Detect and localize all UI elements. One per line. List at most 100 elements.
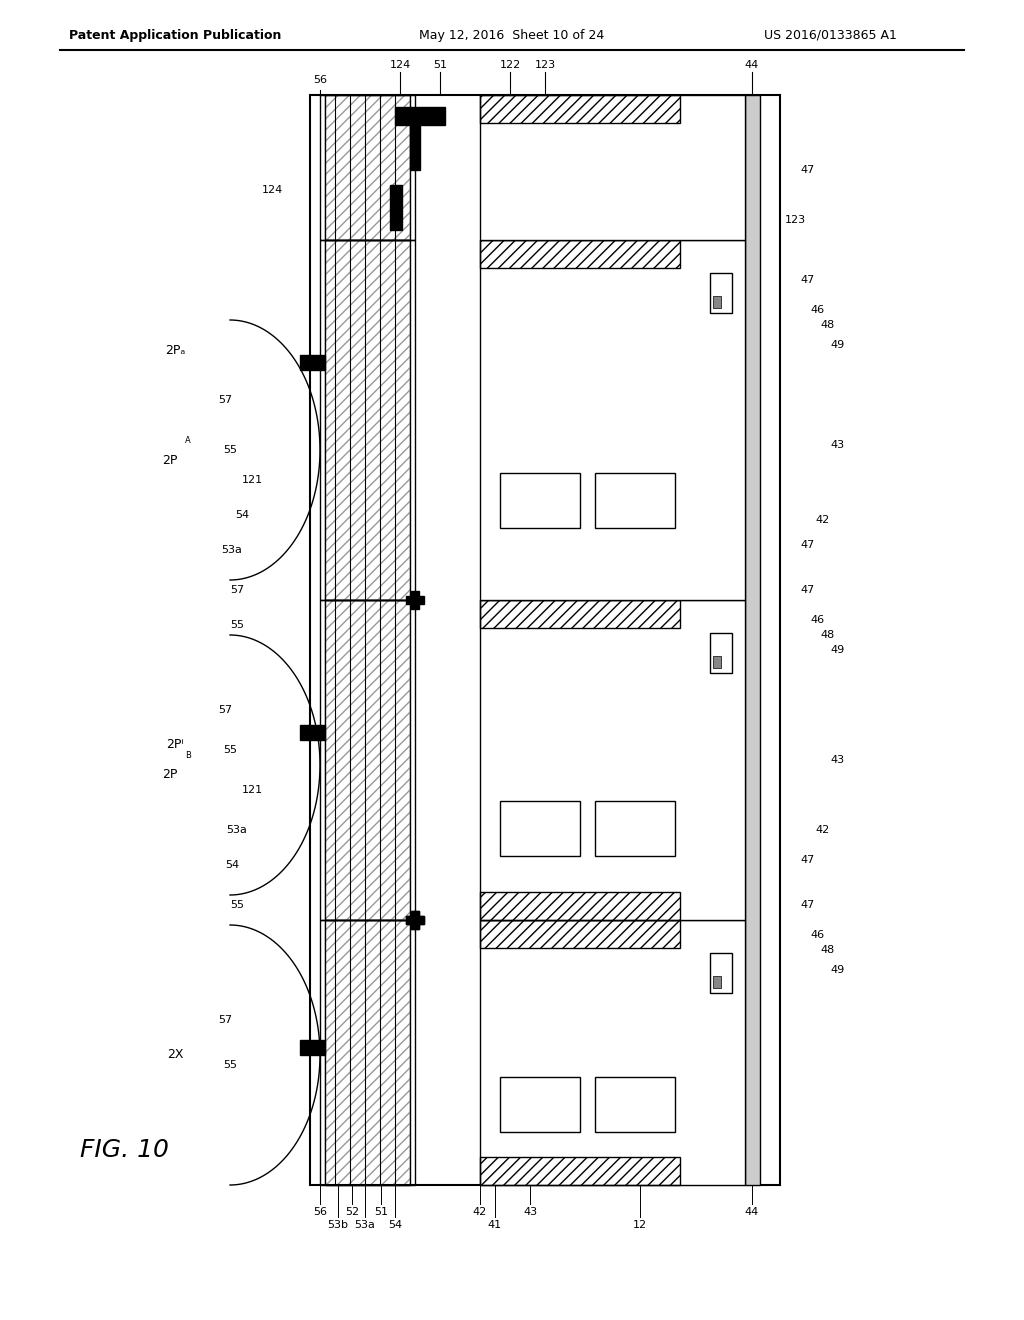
Bar	[480, 920, 745, 1185]
Text: PD2 (Red): PD2 (Red)	[610, 824, 659, 833]
Text: 52: 52	[345, 1206, 359, 1217]
Text: 47: 47	[800, 165, 814, 176]
Text: 56: 56	[313, 1206, 327, 1217]
Bar	[710, 953, 732, 993]
Text: 121: 121	[242, 475, 262, 484]
Bar	[406, 597, 424, 603]
Bar	[480, 240, 680, 268]
Text: 12: 12	[633, 1220, 647, 1230]
Text: 48: 48	[820, 945, 835, 954]
Bar	[410, 110, 420, 170]
Text: 2X: 2X	[167, 1048, 183, 1061]
Bar	[325, 920, 410, 1185]
Bar	[319, 601, 415, 920]
Bar	[319, 920, 415, 1185]
Text: 54: 54	[388, 1220, 402, 1230]
Text: 55: 55	[230, 620, 244, 630]
Bar	[480, 1158, 680, 1185]
Text: 44: 44	[744, 1206, 759, 1217]
Bar	[412, 911, 419, 929]
Bar	[713, 975, 721, 987]
Bar	[325, 240, 410, 601]
Text: 53a: 53a	[354, 1220, 376, 1230]
Text: 49: 49	[830, 341, 844, 350]
Bar	[325, 95, 410, 240]
Text: 53a: 53a	[226, 825, 248, 836]
Text: 2Pₐ: 2Pₐ	[165, 343, 185, 356]
Bar	[710, 634, 732, 673]
Bar	[412, 591, 419, 609]
Text: 122: 122	[500, 59, 520, 70]
Bar	[713, 656, 721, 668]
Text: 47: 47	[800, 900, 814, 909]
Bar	[500, 473, 580, 528]
Text: 53b: 53b	[328, 1220, 348, 1230]
Bar	[300, 1040, 325, 1055]
Bar	[595, 1077, 675, 1133]
Text: 51: 51	[374, 1206, 388, 1217]
Text: 47: 47	[800, 540, 814, 550]
Text: 2P: 2P	[163, 768, 178, 781]
Text: 2P: 2P	[163, 454, 178, 466]
Text: FIG. 10: FIG. 10	[80, 1138, 169, 1162]
Bar	[300, 725, 325, 741]
Bar	[480, 95, 745, 240]
Bar	[406, 916, 424, 924]
Text: 46: 46	[810, 931, 824, 940]
Text: A: A	[185, 436, 190, 445]
Text: 47: 47	[800, 585, 814, 595]
Text: B: B	[185, 751, 190, 760]
Text: 57: 57	[218, 705, 232, 715]
Bar	[480, 920, 680, 948]
Text: 55: 55	[223, 1060, 237, 1071]
Text: 41: 41	[488, 1220, 502, 1230]
Text: PD2 (Red): PD2 (Red)	[610, 1100, 659, 1110]
Text: 48: 48	[820, 319, 835, 330]
Text: 48: 48	[820, 630, 835, 640]
Bar	[390, 185, 402, 230]
Text: 43: 43	[830, 755, 844, 766]
Text: 46: 46	[810, 615, 824, 624]
Bar	[595, 801, 675, 855]
Text: 55: 55	[223, 744, 237, 755]
Bar	[595, 473, 675, 528]
Text: 57: 57	[218, 1015, 232, 1026]
Bar	[325, 240, 410, 601]
Text: 49: 49	[830, 645, 844, 655]
Text: 124: 124	[261, 185, 283, 195]
Text: 43: 43	[523, 1206, 537, 1217]
Text: US 2016/0133865 A1: US 2016/0133865 A1	[764, 29, 896, 41]
Bar	[300, 355, 325, 370]
Text: 44: 44	[744, 59, 759, 70]
Bar	[310, 95, 780, 1185]
Bar	[406, 916, 424, 924]
Text: 42: 42	[815, 515, 829, 525]
Text: 42: 42	[473, 1206, 487, 1217]
Bar	[325, 920, 410, 1185]
Text: May 12, 2016  Sheet 10 of 24: May 12, 2016 Sheet 10 of 24	[420, 29, 604, 41]
Text: PD1 (Blue): PD1 (Blue)	[514, 1100, 566, 1110]
Bar	[480, 240, 745, 601]
Bar	[480, 95, 680, 123]
Bar	[325, 601, 410, 920]
Bar	[480, 601, 680, 628]
Text: 42: 42	[815, 825, 829, 836]
Bar	[480, 601, 745, 920]
Bar	[319, 95, 415, 240]
Bar	[395, 107, 445, 125]
Text: 47: 47	[800, 855, 814, 865]
Text: 55: 55	[230, 900, 244, 909]
Text: PD1 (Blue): PD1 (Blue)	[514, 824, 566, 833]
Text: PD1 (Blue): PD1 (Blue)	[514, 495, 566, 506]
Bar	[319, 240, 415, 601]
Text: 49: 49	[830, 965, 844, 975]
Text: 47: 47	[800, 275, 814, 285]
Bar	[412, 911, 419, 929]
Text: 121: 121	[242, 785, 262, 795]
Bar	[480, 892, 680, 920]
Bar	[325, 601, 410, 920]
Bar	[713, 296, 721, 308]
Text: 123: 123	[535, 59, 556, 70]
Bar	[710, 273, 732, 313]
Bar	[745, 95, 760, 1185]
